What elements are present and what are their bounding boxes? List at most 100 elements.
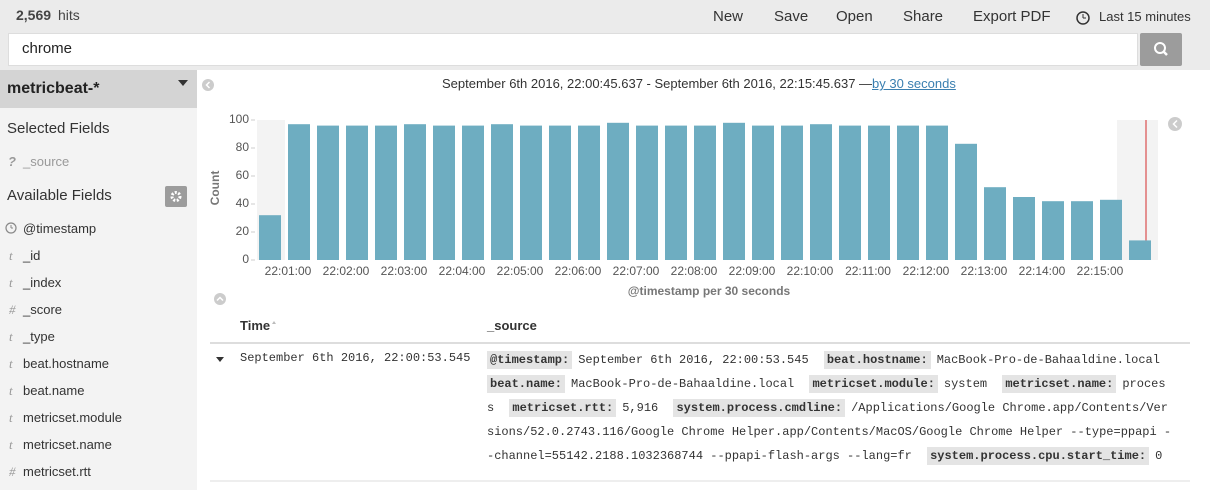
y-tick-label: 40 — [236, 196, 250, 210]
field-key: system.process.cmdline: — [673, 399, 846, 417]
field-value: MacBook-Pro-de-Bahaaldine.local — [571, 377, 795, 391]
section-title: Selected Fields — [7, 120, 110, 137]
bar — [926, 125, 948, 260]
bar — [549, 125, 571, 260]
bar — [607, 122, 629, 260]
x-tick-label: 22:06:00 — [555, 264, 602, 278]
index-pattern[interactable]: metricbeat-* — [7, 80, 100, 97]
field-name[interactable]: _index — [23, 275, 62, 290]
search-query[interactable]: chrome — [22, 40, 73, 57]
bar — [665, 125, 687, 260]
bar — [317, 125, 339, 260]
x-tick-label: 22:07:00 — [613, 264, 660, 278]
field-type-icon: t — [9, 356, 13, 371]
bar — [1042, 201, 1064, 260]
field-key: @timestamp: — [487, 351, 573, 369]
x-tick-label: 22:14:00 — [1019, 264, 1066, 278]
bar — [839, 125, 861, 260]
search-button[interactable] — [1140, 33, 1182, 66]
field-value: process — [487, 377, 1166, 415]
bar — [346, 125, 368, 260]
histogram: Count @timestamp per 30 seconds 0 20 40 60 8… — [208, 112, 1158, 298]
x-tick-label: 22:12:00 — [903, 264, 950, 278]
field-name[interactable]: metricset.rtt — [23, 464, 91, 479]
field-name[interactable]: beat.hostname — [23, 356, 110, 371]
x-tick-label: 22:11:00 — [845, 264, 891, 278]
bar — [520, 125, 542, 260]
bar — [1071, 201, 1093, 260]
menu-item[interactable]: New — [713, 8, 744, 25]
time-cell: September 6th 2016, 22:00:53.545 — [240, 351, 471, 365]
bar — [636, 125, 658, 260]
field-type-icon: t — [9, 383, 13, 398]
bar — [955, 143, 977, 260]
bar — [984, 187, 1006, 260]
column-header[interactable]: Time — [240, 318, 271, 333]
y-tick-label: 80 — [236, 140, 250, 154]
field-name[interactable]: _id — [23, 248, 41, 263]
field-key: metricset.rtt: — [509, 399, 617, 417]
y-axis-title: Count — [208, 171, 222, 206]
bar — [462, 125, 484, 260]
menu-item[interactable]: Export PDF — [973, 8, 1051, 25]
bar — [1100, 199, 1122, 260]
bar — [752, 125, 774, 260]
field-value: system — [943, 377, 988, 391]
bar — [1129, 240, 1151, 260]
x-tick-label: 22:04:00 — [439, 264, 486, 278]
bar — [810, 124, 832, 260]
x-tick-label: 22:05:00 — [497, 264, 544, 278]
bar — [259, 215, 281, 260]
x-tick-label: 22:01:00 — [265, 264, 312, 278]
field-key: system.process.cpu.start_time: — [927, 447, 1150, 465]
field-name[interactable]: metricset.name — [23, 437, 112, 452]
field-type-icon: t — [9, 329, 13, 344]
search-icon — [1154, 42, 1168, 56]
bar — [578, 125, 600, 260]
x-tick-label: 22:09:00 — [729, 264, 776, 278]
interval-link[interactable]: by 30 seconds — [872, 76, 956, 91]
field-value: MacBook-Pro-de-Bahaaldine.local — [936, 353, 1160, 367]
field-type-icon: t — [9, 410, 13, 425]
field-key: metricset.name: — [1002, 375, 1117, 393]
field-value: 09:52 — [487, 449, 1163, 474]
bar — [868, 125, 890, 260]
x-tick-label: 22:10:00 — [787, 264, 834, 278]
field-key: beat.hostname: — [823, 351, 931, 369]
field-type-icon: t — [9, 275, 13, 290]
x-tick-label: 22:02:00 — [323, 264, 370, 278]
field-type-icon: # — [9, 302, 16, 317]
time-picker[interactable]: Last 15 minutes — [1099, 9, 1191, 24]
bar — [375, 125, 397, 260]
field-name[interactable]: beat.name — [23, 383, 85, 398]
y-tick-label: 0 — [242, 252, 249, 266]
bar — [1013, 197, 1035, 260]
field-name[interactable]: _score — [23, 302, 63, 317]
field-name[interactable]: _source — [23, 154, 70, 169]
x-axis-title: @timestamp per 30 seconds — [628, 284, 791, 298]
field-key: beat.name: — [487, 375, 566, 393]
field-value: September 6th 2016, 22:00:53.545 — [578, 353, 809, 367]
column-header: _source — [487, 318, 537, 333]
field-name[interactable]: metricset.module — [23, 410, 122, 425]
x-tick-label: 22:13:00 — [961, 264, 1008, 278]
menu-item[interactable]: Share — [903, 8, 944, 25]
field-name[interactable]: _type — [23, 329, 55, 344]
sidebar — [0, 70, 197, 490]
field-name[interactable]: @timestamp — [23, 221, 97, 236]
time-range-text: September 6th 2016, 22:00:45.637 - Septe… — [442, 76, 873, 91]
menu-item[interactable]: Save — [774, 8, 809, 25]
y-tick-label: 20 — [236, 224, 250, 238]
menu-item[interactable]: Open — [836, 8, 873, 25]
index-pattern-header[interactable] — [0, 70, 197, 108]
bar — [433, 125, 455, 260]
field-type-icon: t — [9, 437, 13, 452]
bar — [694, 125, 716, 260]
y-tick-label: 60 — [236, 168, 250, 182]
field-value: /Applications/Google Chrome.app/Contents… — [487, 401, 1172, 463]
y-tick-label: 100 — [229, 112, 249, 126]
field-key: metricset.module: — [809, 375, 938, 393]
search-input[interactable] — [8, 33, 1138, 66]
source-cell: @timestamp: September 6th 2016, 22:00:53.… — [487, 348, 1175, 474]
